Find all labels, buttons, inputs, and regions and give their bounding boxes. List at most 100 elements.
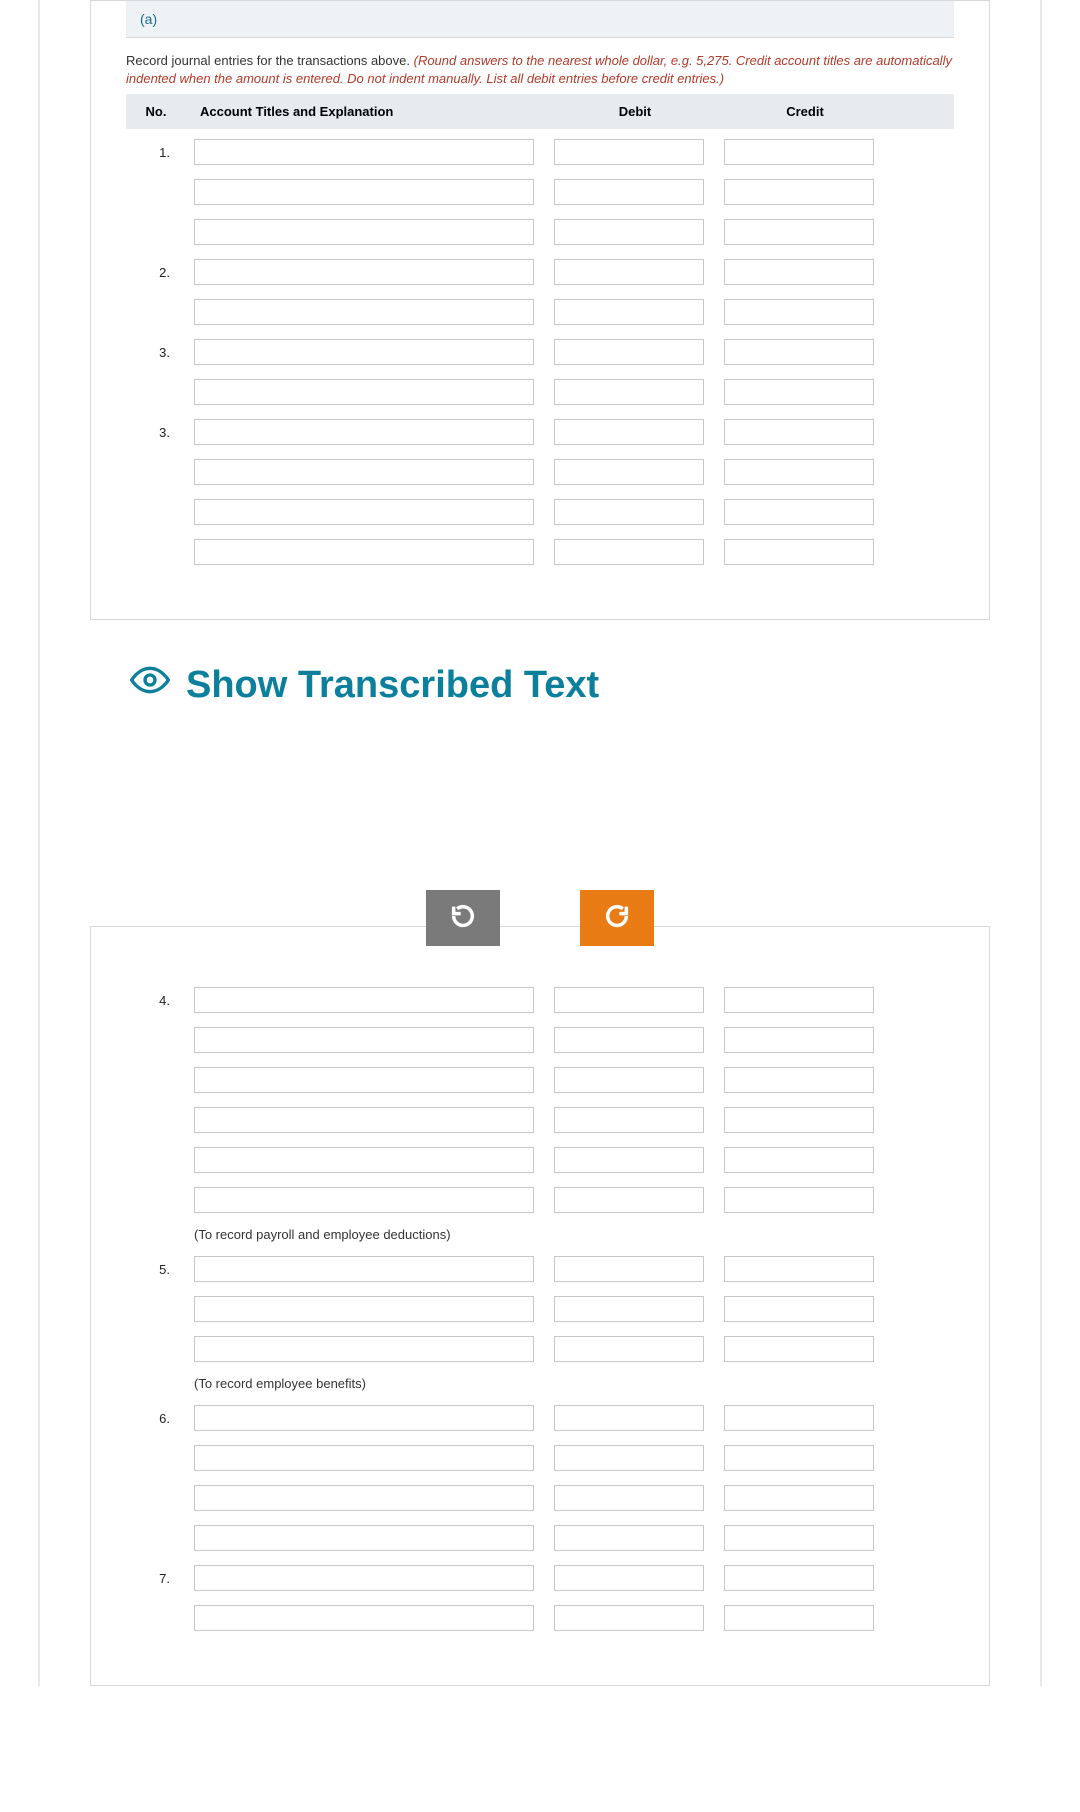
credit-input[interactable] [724, 219, 874, 245]
debit-input[interactable] [554, 1525, 704, 1551]
credit-input[interactable] [724, 1525, 874, 1551]
debit-input[interactable] [554, 259, 704, 285]
row-number: 1. [126, 145, 174, 160]
debit-input[interactable] [554, 379, 704, 405]
account-title-input[interactable] [194, 1445, 534, 1471]
debit-input[interactable] [554, 1485, 704, 1511]
credit-input[interactable] [724, 459, 874, 485]
account-title-input[interactable] [194, 1525, 534, 1551]
credit-input[interactable] [724, 1336, 874, 1362]
debit-input[interactable] [554, 419, 704, 445]
journal-rows-a: 1.2.3.3. [126, 139, 954, 565]
debit-input[interactable] [554, 1107, 704, 1133]
account-title-input[interactable] [194, 259, 534, 285]
account-title-input[interactable] [194, 1405, 534, 1431]
debit-input[interactable] [554, 1296, 704, 1322]
account-title-input[interactable] [194, 1067, 534, 1093]
account-title-input[interactable] [194, 459, 534, 485]
credit-input[interactable] [724, 379, 874, 405]
journal-row [126, 1336, 954, 1362]
account-title-input[interactable] [194, 219, 534, 245]
account-title-input[interactable] [194, 1027, 534, 1053]
journal-card-1: (a) Record journal entries for the trans… [90, 0, 990, 620]
account-title-input[interactable] [194, 419, 534, 445]
debit-input[interactable] [554, 139, 704, 165]
debit-input[interactable] [554, 1067, 704, 1093]
debit-input[interactable] [554, 1445, 704, 1471]
debit-input[interactable] [554, 987, 704, 1013]
journal-card-2: 4. (To record payroll and employee deduct… [90, 926, 990, 1686]
debit-input[interactable] [554, 459, 704, 485]
journal-row [126, 219, 954, 245]
credit-input[interactable] [724, 987, 874, 1013]
credit-input[interactable] [724, 499, 874, 525]
page-column: (a) Record journal entries for the trans… [38, 0, 1042, 1686]
show-transcribed-label: Show Transcribed Text [186, 664, 599, 707]
credit-input[interactable] [724, 1256, 874, 1282]
credit-input[interactable] [724, 1027, 874, 1053]
credit-input[interactable] [724, 1605, 874, 1631]
journal-caption: (To record payroll and employee deductio… [194, 1227, 954, 1242]
credit-input[interactable] [724, 1107, 874, 1133]
debit-input[interactable] [554, 499, 704, 525]
row-number: 2. [126, 265, 174, 280]
prev-button[interactable] [426, 890, 500, 946]
credit-input[interactable] [724, 1485, 874, 1511]
account-title-input[interactable] [194, 1147, 534, 1173]
debit-input[interactable] [554, 539, 704, 565]
account-title-input[interactable] [194, 499, 534, 525]
credit-input[interactable] [724, 139, 874, 165]
account-title-input[interactable] [194, 1187, 534, 1213]
debit-input[interactable] [554, 179, 704, 205]
credit-input[interactable] [724, 1147, 874, 1173]
credit-input[interactable] [724, 1296, 874, 1322]
account-title-input[interactable] [194, 299, 534, 325]
account-title-input[interactable] [194, 1296, 534, 1322]
debit-input[interactable] [554, 299, 704, 325]
debit-input[interactable] [554, 1027, 704, 1053]
credit-input[interactable] [724, 179, 874, 205]
account-title-input[interactable] [194, 379, 534, 405]
part-tab-a: (a) [126, 1, 954, 38]
show-transcribed-link[interactable]: Show Transcribed Text [130, 660, 990, 710]
debit-input[interactable] [554, 1565, 704, 1591]
account-title-input[interactable] [194, 1256, 534, 1282]
debit-input[interactable] [554, 1147, 704, 1173]
account-title-input[interactable] [194, 1565, 534, 1591]
debit-input[interactable] [554, 1336, 704, 1362]
credit-input[interactable] [724, 1405, 874, 1431]
debit-input[interactable] [554, 1405, 704, 1431]
debit-input[interactable] [554, 1605, 704, 1631]
credit-input[interactable] [724, 1565, 874, 1591]
journal-row [126, 379, 954, 405]
credit-input[interactable] [724, 1067, 874, 1093]
journal-row: 2. [126, 259, 954, 285]
credit-input[interactable] [724, 339, 874, 365]
account-title-input[interactable] [194, 179, 534, 205]
debit-input[interactable] [554, 1187, 704, 1213]
account-title-input[interactable] [194, 1605, 534, 1631]
account-title-input[interactable] [194, 1485, 534, 1511]
account-title-input[interactable] [194, 987, 534, 1013]
credit-input[interactable] [724, 1445, 874, 1471]
credit-input[interactable] [724, 419, 874, 445]
journal-row [126, 1187, 954, 1213]
journal-row [126, 1445, 954, 1471]
next-button[interactable] [580, 890, 654, 946]
debit-input[interactable] [554, 219, 704, 245]
credit-input[interactable] [724, 1187, 874, 1213]
debit-input[interactable] [554, 1256, 704, 1282]
account-title-input[interactable] [194, 1336, 534, 1362]
account-title-input[interactable] [194, 1107, 534, 1133]
credit-input[interactable] [724, 539, 874, 565]
account-title-input[interactable] [194, 539, 534, 565]
journal-row [126, 459, 954, 485]
prompt-text: Record journal entries for the transacti… [126, 52, 954, 88]
account-title-input[interactable] [194, 139, 534, 165]
row-number: 4. [126, 993, 174, 1008]
credit-input[interactable] [724, 259, 874, 285]
account-title-input[interactable] [194, 339, 534, 365]
debit-input[interactable] [554, 339, 704, 365]
journal-row [126, 499, 954, 525]
credit-input[interactable] [724, 299, 874, 325]
